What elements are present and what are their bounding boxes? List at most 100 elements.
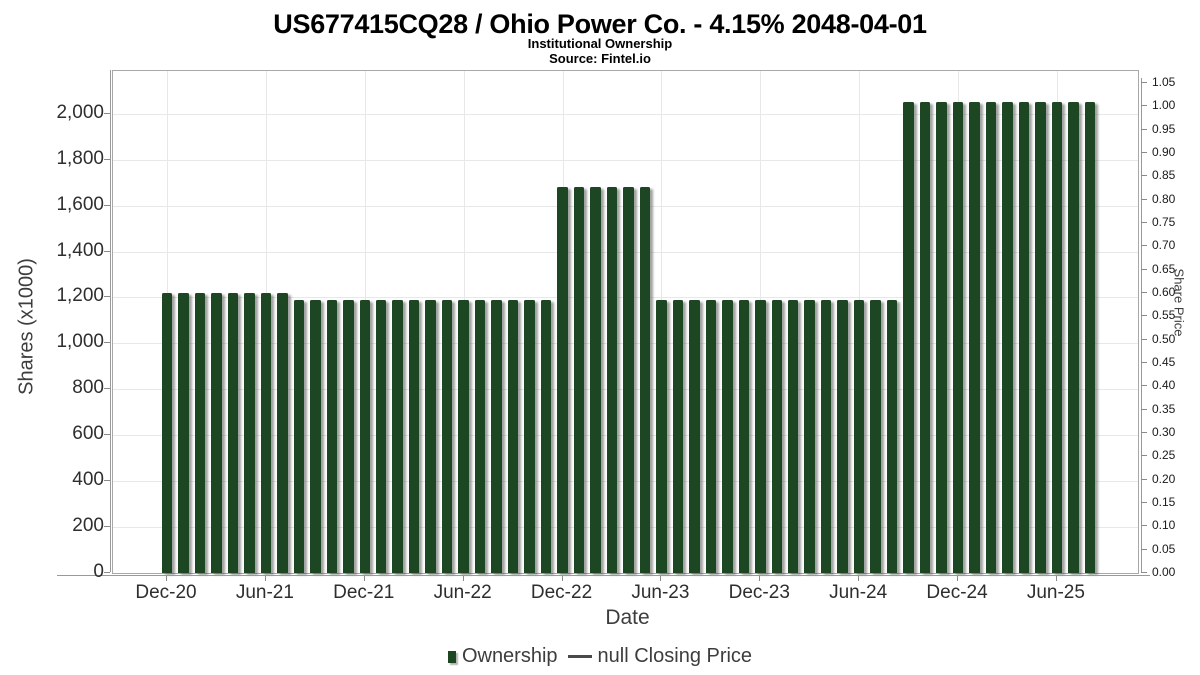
x-tick — [561, 576, 563, 581]
right-tick — [1141, 152, 1147, 153]
bar[interactable] — [1084, 102, 1096, 573]
bar[interactable] — [1035, 102, 1046, 573]
bar[interactable] — [656, 299, 667, 573]
right-tick — [1141, 175, 1147, 177]
left-tick — [104, 434, 110, 436]
bar[interactable] — [903, 102, 914, 573]
bar[interactable] — [392, 299, 403, 573]
right-tick — [1141, 105, 1147, 107]
left-tick-label: 400 — [72, 469, 104, 491]
bar[interactable] — [672, 299, 684, 573]
bar[interactable] — [853, 299, 865, 573]
bar[interactable] — [441, 299, 453, 573]
bar[interactable] — [557, 187, 568, 573]
bar[interactable] — [804, 299, 815, 573]
bar[interactable] — [1051, 102, 1063, 573]
bar[interactable] — [755, 299, 766, 573]
right-tick-label: 0.70 — [1152, 238, 1176, 253]
bar[interactable] — [425, 299, 436, 573]
bar[interactable] — [244, 292, 255, 573]
bar[interactable] — [524, 299, 535, 573]
bar[interactable] — [326, 299, 338, 573]
bar[interactable] — [952, 102, 964, 573]
bar[interactable] — [458, 299, 469, 573]
right-tick-label: 0.45 — [1152, 355, 1176, 369]
bar[interactable] — [194, 292, 206, 573]
left-tick-label: 0 — [93, 561, 104, 582]
right-tick — [1141, 198, 1147, 200]
right-tick-label: 0.05 — [1152, 541, 1176, 556]
bar[interactable] — [590, 187, 601, 573]
left-tick — [104, 296, 110, 298]
bar[interactable] — [491, 299, 502, 573]
right-tick-label: 0.10 — [1152, 518, 1176, 533]
bar[interactable] — [705, 299, 717, 573]
x-tick-label: Jun-25 — [1026, 582, 1085, 603]
left-tick-label: 800 — [72, 377, 104, 399]
bar[interactable] — [606, 187, 618, 573]
legend-item-ownership[interactable]: Ownership — [447, 645, 558, 668]
bar[interactable] — [211, 292, 222, 573]
bar[interactable] — [310, 299, 321, 573]
bar[interactable] — [738, 299, 750, 573]
bar[interactable] — [507, 299, 519, 573]
bar[interactable] — [540, 299, 552, 573]
bar[interactable] — [919, 102, 931, 573]
legend-item-closing-price[interactable]: null Closing Price — [567, 645, 753, 668]
bar[interactable] — [771, 299, 782, 573]
right-tick-label: 1.05 — [1152, 75, 1176, 89]
right-tick-label: 0.65 — [1152, 261, 1176, 276]
x-tick — [957, 576, 959, 581]
right-tick-label: 0.25 — [1152, 448, 1176, 463]
bar[interactable] — [722, 299, 733, 573]
bar[interactable] — [573, 187, 585, 573]
x-tick-label: Dec-21 — [333, 582, 395, 603]
legend-price-label: null Closing Price — [597, 645, 753, 667]
right-tick — [1141, 82, 1147, 83]
x-axis-spine — [57, 575, 1150, 576]
bar[interactable] — [375, 299, 387, 573]
bar[interactable] — [639, 187, 651, 573]
bar[interactable] — [227, 292, 239, 573]
left-tick-label: 600 — [72, 423, 104, 445]
right-tick — [1141, 222, 1147, 223]
bar[interactable] — [178, 292, 189, 573]
bar[interactable] — [985, 102, 997, 573]
bar[interactable] — [870, 299, 881, 573]
bar[interactable] — [837, 299, 848, 573]
bar[interactable] — [689, 299, 700, 573]
bar[interactable] — [277, 292, 288, 573]
right-tick — [1141, 572, 1147, 573]
right-tick — [1141, 338, 1147, 340]
right-tick-label: 0.20 — [1152, 471, 1176, 486]
bar[interactable] — [969, 102, 980, 573]
left-tick-label: 1,800 — [56, 147, 104, 169]
bar[interactable] — [886, 299, 898, 573]
bar[interactable] — [474, 299, 486, 573]
right-tick-label: 0.00 — [1152, 565, 1176, 579]
right-tick-label: 0.90 — [1152, 145, 1176, 159]
x-tick — [660, 576, 662, 581]
left-tick-label: 1,200 — [56, 285, 104, 307]
left-tick-label: 200 — [72, 515, 104, 537]
bar[interactable] — [936, 102, 947, 573]
x-tick — [363, 576, 365, 581]
bar[interactable] — [343, 299, 354, 573]
bar[interactable] — [359, 299, 370, 573]
bar[interactable] — [1002, 102, 1013, 573]
h-gridline — [113, 113, 1138, 115]
right-tick — [1141, 385, 1147, 387]
bar[interactable] — [820, 299, 832, 573]
legend-ownership-label: Ownership — [461, 645, 558, 667]
bar[interactable] — [408, 299, 420, 573]
legend: Ownership null Closing Price — [0, 645, 1200, 668]
left-tick-label: 1,400 — [56, 239, 104, 261]
bar[interactable] — [1018, 102, 1030, 573]
x-tick-label: Jun-24 — [829, 582, 888, 603]
bar[interactable] — [1068, 102, 1079, 573]
bar[interactable] — [293, 299, 305, 573]
bar[interactable] — [787, 299, 799, 573]
bar[interactable] — [623, 187, 634, 573]
bar[interactable] — [260, 292, 272, 573]
bar[interactable] — [161, 292, 173, 573]
